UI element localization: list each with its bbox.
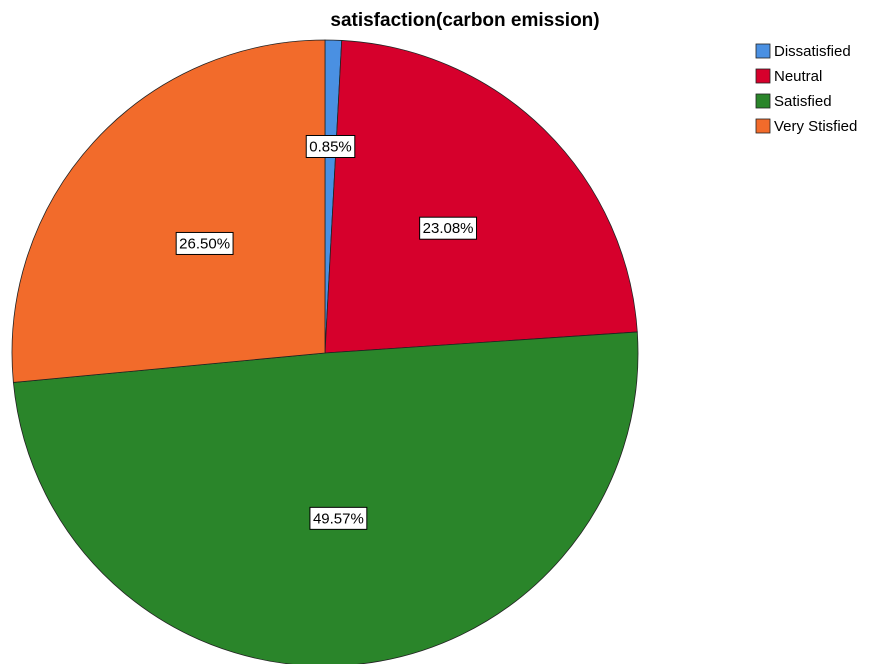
pie-slices [11, 39, 639, 664]
slice-label-dissatisfied: 0.85% [305, 134, 356, 158]
legend-label: Dissatisfied [774, 43, 851, 60]
slice-label-box [419, 216, 478, 240]
legend-label: Satisfied [774, 93, 832, 110]
pie-slice-neutral [324, 40, 638, 354]
slice-label-box [305, 134, 356, 158]
slice-label-text: 23.08% [423, 220, 474, 237]
chart-title: satisfaction(carbon emission) [330, 10, 599, 31]
legend-swatch [755, 118, 771, 134]
slice-label-text: 26.50% [179, 235, 230, 252]
legend-swatch [755, 43, 771, 59]
legend-label: Neutral [774, 68, 822, 85]
legend-item-neutral: Neutral [755, 68, 822, 85]
pie-slice-very-stisfied [11, 39, 326, 383]
slice-label-text: 0.85% [309, 138, 352, 155]
legend: Dissatisfied Neutral Satisfied Very Stisfie… [755, 43, 857, 135]
legend-swatch [755, 93, 771, 109]
pie-slice-satisfied [12, 331, 639, 664]
legend-item-satisfied: Satisfied [755, 93, 832, 110]
legend-label: Very Stisfied [774, 118, 857, 135]
slice-label-satisfied: 49.57% [309, 506, 368, 530]
slice-label-very-stisfied: 26.50% [175, 231, 234, 255]
legend-item-dissatisfied: Dissatisfied [755, 43, 851, 60]
legend-swatch [755, 68, 771, 84]
slice-label-text: 49.57% [313, 510, 364, 527]
slice-labels: 0.85% 23.08% 49.57% 26.50% [175, 134, 478, 530]
slice-label-box [309, 506, 368, 530]
slice-label-box [175, 231, 234, 255]
slice-label-neutral: 23.08% [419, 216, 478, 240]
legend-item-very-stisfied: Very Stisfied [755, 118, 857, 135]
